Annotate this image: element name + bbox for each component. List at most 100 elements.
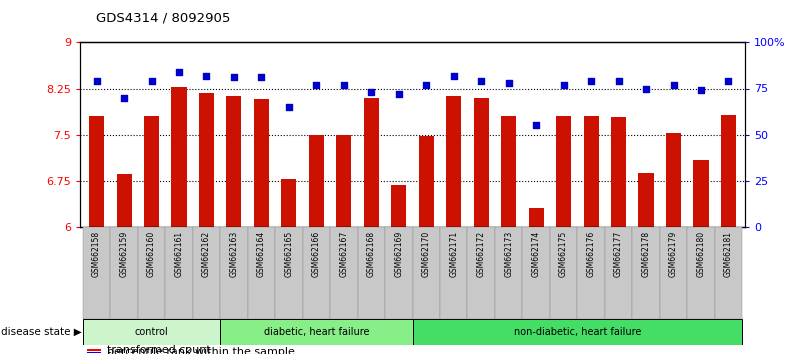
Text: diabetic, heart failure: diabetic, heart failure [264,327,369,337]
Bar [165,227,193,319]
Bar [144,116,159,227]
Bar [638,172,654,227]
Text: GSM662172: GSM662172 [477,231,485,277]
Bar [529,208,544,227]
Point [475,78,488,84]
Bar [116,175,131,227]
Bar [83,227,111,319]
Bar [632,227,660,319]
Bar [413,319,743,345]
Text: GSM662167: GSM662167 [340,231,348,278]
Bar [605,227,632,319]
Bar [254,99,269,227]
Point [722,78,735,84]
Text: GSM662178: GSM662178 [642,231,650,277]
Text: GSM662174: GSM662174 [532,231,541,278]
Point [585,78,598,84]
Bar [364,98,379,227]
Point [145,78,158,84]
Text: GSM662175: GSM662175 [559,231,568,278]
Text: GSM662159: GSM662159 [119,231,128,278]
Text: GSM662164: GSM662164 [257,231,266,278]
Text: control: control [135,327,168,337]
Point [694,87,707,93]
Point [91,78,103,84]
Bar [220,227,248,319]
Bar [495,227,522,319]
Bar [303,227,330,319]
Text: non-diabetic, heart failure: non-diabetic, heart failure [513,327,641,337]
Point [420,82,433,88]
Bar [89,116,104,227]
Text: GSM662165: GSM662165 [284,231,293,278]
Bar [87,349,102,351]
Bar [193,227,220,319]
Bar [501,116,516,227]
Text: transformed count: transformed count [107,345,211,354]
Bar [227,97,241,227]
Text: GSM662160: GSM662160 [147,231,156,278]
Bar [281,179,296,227]
Bar [138,227,165,319]
Text: GSM662158: GSM662158 [92,231,101,277]
Bar [440,227,468,319]
Bar [419,136,434,227]
Point [118,95,131,101]
Text: GSM662180: GSM662180 [697,231,706,277]
Point [447,73,460,79]
Bar [248,227,276,319]
Point [365,89,378,95]
Text: GSM662181: GSM662181 [724,231,733,277]
Point [557,82,570,88]
Text: GSM662161: GSM662161 [175,231,183,277]
Text: percentile rank within the sample: percentile rank within the sample [107,347,295,354]
Bar [578,227,605,319]
Text: GSM662166: GSM662166 [312,231,321,278]
Bar [611,117,626,227]
Bar [473,98,489,227]
Point [337,82,350,88]
Bar [83,319,220,345]
Text: GSM662163: GSM662163 [229,231,239,278]
Bar [549,227,578,319]
Bar [687,227,714,319]
Text: disease state ▶: disease state ▶ [1,327,82,337]
Bar [111,227,138,319]
Bar [199,93,214,227]
Bar [87,352,102,353]
Bar [714,227,743,319]
Bar [171,87,187,227]
Text: GSM662179: GSM662179 [669,231,678,278]
Bar [446,97,461,227]
Point [667,82,680,88]
Bar [694,160,709,227]
Text: GSM662169: GSM662169 [394,231,403,278]
Bar [721,115,736,227]
Text: GDS4314 / 8092905: GDS4314 / 8092905 [96,12,231,25]
Text: GSM662168: GSM662168 [367,231,376,277]
Point [392,91,405,97]
Text: GSM662177: GSM662177 [614,231,623,278]
Bar [330,227,357,319]
Text: GSM662170: GSM662170 [422,231,431,278]
Point [200,73,213,79]
Bar [357,227,385,319]
Bar [336,135,352,227]
Bar [666,133,681,227]
Bar [660,227,687,319]
Text: GSM662171: GSM662171 [449,231,458,277]
Point [227,75,240,80]
Bar [220,319,413,345]
Bar [556,116,571,227]
Point [612,78,625,84]
Point [310,82,323,88]
Bar [276,227,303,319]
Point [283,104,296,110]
Bar [413,227,440,319]
Point [172,69,185,75]
Bar [522,227,549,319]
Text: GSM662173: GSM662173 [504,231,513,278]
Bar [468,227,495,319]
Bar [391,185,406,227]
Point [502,80,515,86]
